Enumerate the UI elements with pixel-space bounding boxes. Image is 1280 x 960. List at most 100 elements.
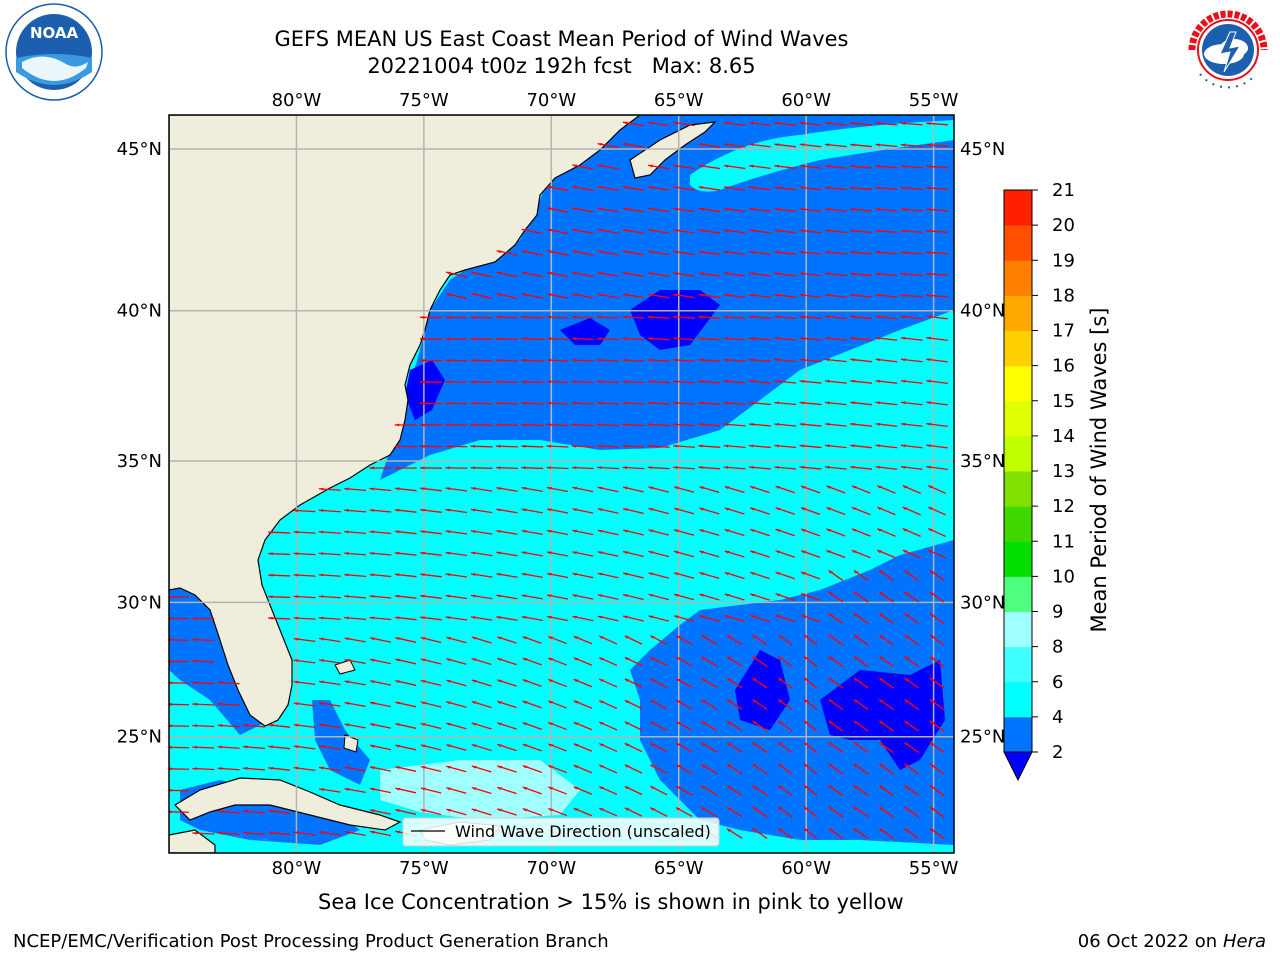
wave-direction-arrow — [726, 785, 743, 796]
wave-direction-arrow — [723, 207, 746, 213]
colorbar-tick-label: 12 — [1052, 496, 1075, 517]
wave-direction-arrow — [395, 701, 417, 708]
wave-direction-arrow — [726, 720, 743, 732]
wave-direction-arrow — [724, 571, 745, 580]
wave-direction-arrow — [420, 594, 442, 599]
wave-direction-arrow — [597, 250, 619, 256]
wave-direction-arrow — [800, 571, 821, 580]
wave-direction-arrow — [471, 657, 492, 666]
wave-direction-arrow — [749, 571, 770, 580]
wave-direction-arrow — [394, 508, 417, 513]
wave-direction-arrow — [522, 722, 542, 730]
wave-direction-arrow — [875, 165, 898, 169]
wave-direction-arrow — [445, 594, 468, 600]
wave-direction-arrow — [344, 637, 366, 643]
wave-direction-arrow — [597, 164, 619, 170]
colorbar-tick-label: 16 — [1052, 356, 1075, 377]
wave-direction-arrow — [929, 827, 945, 840]
wave-direction-arrow — [647, 250, 670, 256]
wave-direction-arrow — [419, 423, 443, 427]
wave-direction-arrow — [850, 186, 873, 191]
colorbar: 2 4 6 8 9 10 11 12 13 14 15 16 17 18 19 20 21 — [1003, 180, 1075, 782]
wave-direction-arrow — [319, 680, 341, 686]
wave-direction-arrow — [875, 272, 898, 277]
wave-direction-arrow — [850, 422, 872, 427]
wave-direction-arrow — [395, 658, 417, 665]
wave-direction-arrow — [926, 315, 948, 320]
wave-direction-arrow — [647, 121, 670, 127]
wave-direction-arrow — [268, 573, 291, 577]
wave-direction-arrow — [623, 550, 644, 558]
wave-direction-arrow — [445, 466, 468, 470]
wave-direction-arrow — [673, 466, 695, 470]
wave-direction-arrow — [698, 229, 721, 234]
wave-direction-arrow — [548, 657, 567, 666]
colorbar-segment — [1004, 365, 1032, 402]
wave-direction-arrow — [597, 551, 619, 557]
wave-direction-arrow — [774, 229, 797, 234]
wave-direction-arrow — [902, 549, 921, 559]
wave-direction-arrow — [850, 465, 872, 470]
wave-direction-arrow — [799, 143, 822, 148]
wave-direction-arrow — [217, 745, 240, 749]
wave-direction-arrow — [521, 466, 544, 470]
wave-direction-arrow — [647, 380, 670, 384]
wave-direction-arrow — [723, 466, 746, 470]
wave-direction-arrow — [395, 680, 417, 686]
colorbar-tick-label: 21 — [1052, 180, 1075, 201]
land-nova-scotia — [629, 121, 717, 179]
wave-direction-arrow — [929, 763, 945, 775]
colorbar-segment — [1004, 506, 1032, 542]
wave-direction-arrow — [752, 827, 768, 840]
colorbar-tick-label: 9 — [1052, 602, 1063, 623]
colorbar-label: Mean Period of Wind Waves [s] — [1087, 308, 1111, 633]
wave-direction-arrow — [572, 594, 594, 600]
wave-direction-arrow — [344, 487, 367, 492]
wave-direction-arrow — [572, 508, 594, 514]
wave-direction-arrow — [496, 616, 518, 621]
wave-direction-arrow — [470, 530, 493, 535]
wave-direction-arrow — [496, 530, 518, 535]
footer-host: Hera — [1222, 931, 1266, 952]
region-below-2s-e — [820, 660, 945, 770]
wave-direction-arrow — [548, 786, 567, 795]
wave-direction-arrow — [546, 594, 569, 600]
wave-direction-arrow — [926, 422, 948, 427]
wave-direction-arrow — [904, 569, 920, 582]
wave-direction-arrow — [824, 358, 847, 363]
wave-direction-arrow — [647, 466, 670, 470]
wave-direction-arrow — [293, 509, 316, 513]
wave-direction-arrow — [850, 358, 872, 363]
lon-label-bottom: 70°W — [526, 858, 576, 879]
wave-direction-arrow — [471, 786, 492, 795]
graticule — [169, 115, 954, 853]
wave-direction-arrow — [497, 743, 517, 752]
wave-direction-arrow — [648, 550, 669, 558]
wave-direction-arrow — [723, 315, 746, 320]
colorbar-tick-label: 10 — [1052, 566, 1075, 587]
wave-direction-arrow — [192, 617, 215, 620]
wave-direction-arrow — [774, 164, 797, 169]
wave-direction-arrow — [572, 185, 594, 192]
wave-direction-arrow — [723, 444, 746, 449]
wave-direction-arrow — [420, 679, 442, 687]
wave-direction-arrow — [268, 616, 291, 620]
wave-direction-arrow — [675, 656, 693, 667]
wave-direction-arrow — [752, 720, 768, 732]
wave-direction-arrow — [726, 806, 743, 818]
wave-direction-arrow — [521, 228, 543, 235]
lon-label-bottom: 80°W — [272, 858, 322, 879]
wave-direction-arrow — [926, 336, 948, 341]
wave-direction-arrow — [495, 380, 518, 384]
lon-label-bottom: 75°W — [399, 858, 449, 879]
wave-direction-arrow — [521, 486, 543, 493]
wave-direction-arrow — [927, 527, 947, 538]
wave-direction-arrow — [878, 784, 894, 797]
wave-direction-arrow — [673, 229, 695, 234]
wave-direction-arrow — [723, 358, 746, 363]
wave-direction-arrow — [192, 659, 215, 663]
lat-label-right: 30°N — [960, 592, 1005, 613]
wave-direction-arrow — [546, 615, 569, 622]
lat-label-right: 40°N — [960, 301, 1005, 322]
wave-direction-arrow — [774, 315, 797, 320]
